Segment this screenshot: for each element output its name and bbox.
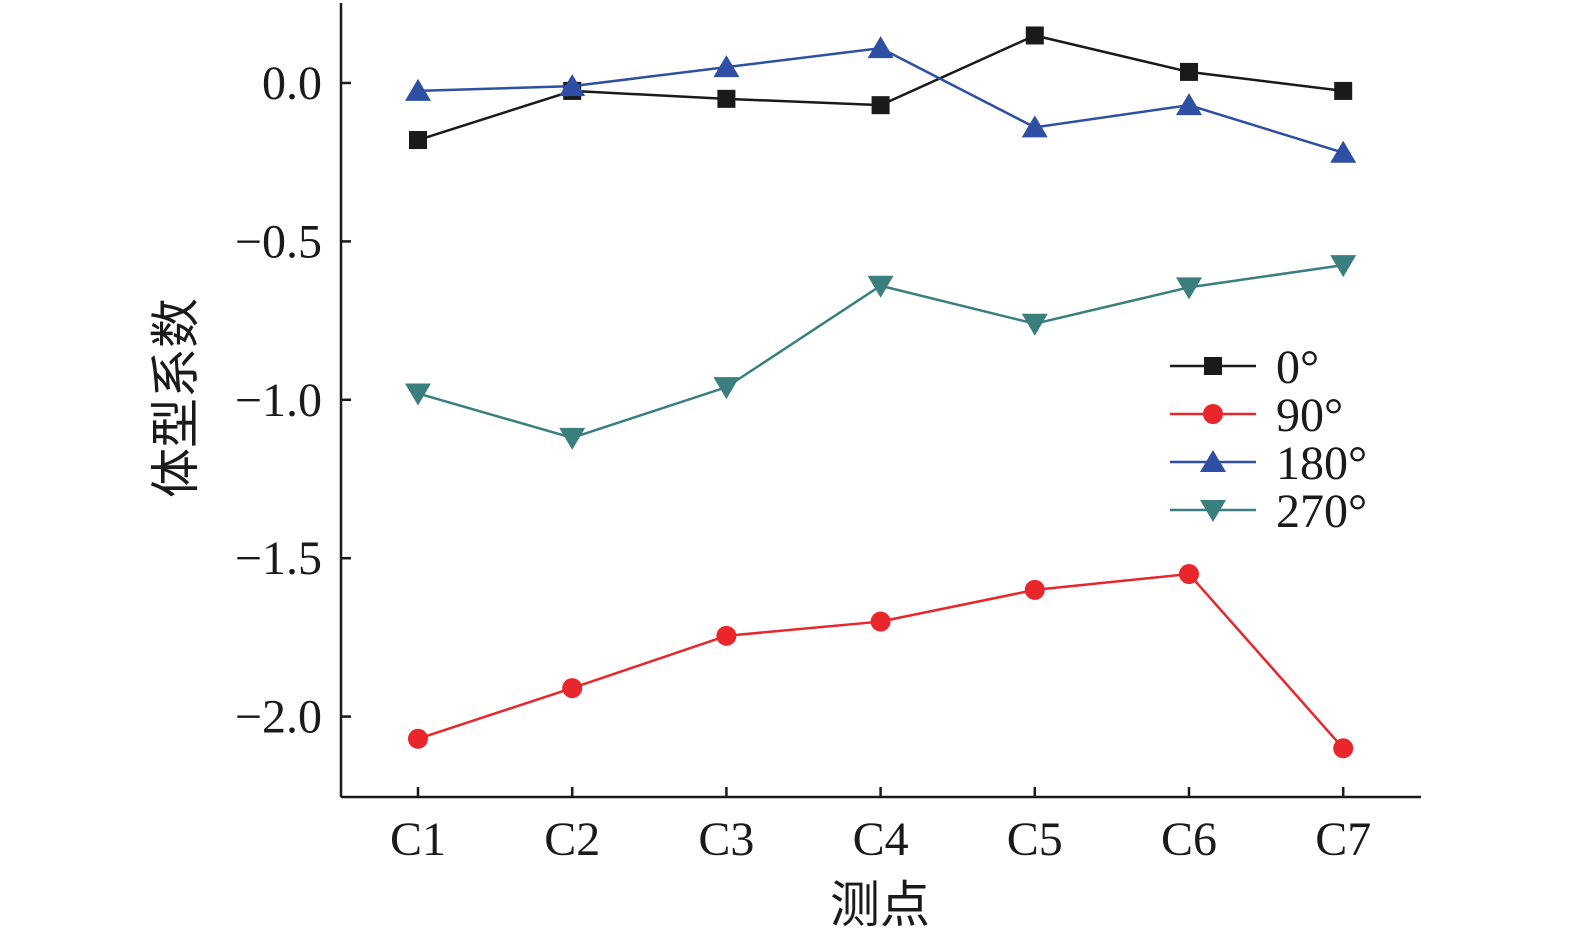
legend-marker [1200, 500, 1226, 522]
axes: 0.0 −0.5 −1.0 −1.5 −2.0 C1 C2 C3 C4 C5 C6 C7 [235, 3, 1421, 866]
data-point [1021, 115, 1048, 138]
data-point [867, 275, 894, 298]
data-point [1179, 564, 1199, 585]
data-point [409, 131, 427, 150]
x-tick-label: C6 [1161, 813, 1217, 866]
data-point [1176, 277, 1202, 300]
data-point [1025, 26, 1044, 45]
series-layer [405, 26, 1357, 759]
data-point [1330, 255, 1357, 278]
x-tick-label: C5 [1007, 813, 1063, 866]
x-tick-label: C7 [1315, 813, 1371, 866]
legend-label: 90° [1276, 389, 1343, 442]
data-point [559, 427, 586, 450]
data-point [408, 728, 428, 749]
legend-item: 180° [1170, 437, 1367, 490]
series-2 [405, 36, 1357, 163]
legend-label: 180° [1276, 437, 1367, 490]
data-point [867, 36, 894, 59]
y-tick-label: −1.0 [235, 374, 322, 427]
data-point [717, 89, 736, 108]
legend-label: 270° [1276, 485, 1367, 538]
data-point [1330, 140, 1357, 163]
data-point [559, 74, 586, 97]
data-point [716, 625, 737, 646]
y-axis-label: 体型系数 [148, 298, 204, 498]
data-point [1333, 738, 1354, 759]
data-point [405, 383, 431, 406]
legend-item: 90° [1170, 389, 1343, 442]
y-tick-label: −1.5 [235, 532, 322, 585]
series-1 [408, 564, 1354, 759]
data-point [1176, 93, 1202, 116]
y-tick-label: −0.5 [235, 215, 322, 268]
data-point [870, 611, 891, 632]
data-point [1180, 62, 1198, 81]
y-tick-label: −2.0 [235, 691, 322, 744]
data-point [871, 96, 890, 115]
legend-item: 270° [1170, 485, 1367, 538]
x-axis-label: 测点 [830, 877, 930, 933]
x-tick-label: C3 [698, 813, 754, 866]
y-tick-label: 0.0 [262, 57, 322, 110]
legend-item: 0° [1170, 341, 1319, 394]
data-point [1021, 313, 1048, 336]
data-point [562, 678, 583, 699]
legend-label: 0° [1276, 341, 1319, 394]
legend-marker [1203, 404, 1223, 424]
legend-marker [1200, 450, 1226, 472]
series-3 [405, 255, 1357, 450]
x-tick-label: C4 [853, 813, 909, 866]
data-point [1334, 81, 1353, 100]
series-line [417, 572, 1345, 750]
data-point [1024, 579, 1045, 600]
x-tick-label: C2 [544, 813, 600, 866]
x-tick-label: C1 [390, 813, 446, 866]
legend-marker [1204, 357, 1222, 375]
data-point [405, 78, 431, 101]
data-point [713, 55, 740, 78]
data-point [713, 377, 740, 400]
legend: 0°90°180°270° [1170, 341, 1367, 538]
